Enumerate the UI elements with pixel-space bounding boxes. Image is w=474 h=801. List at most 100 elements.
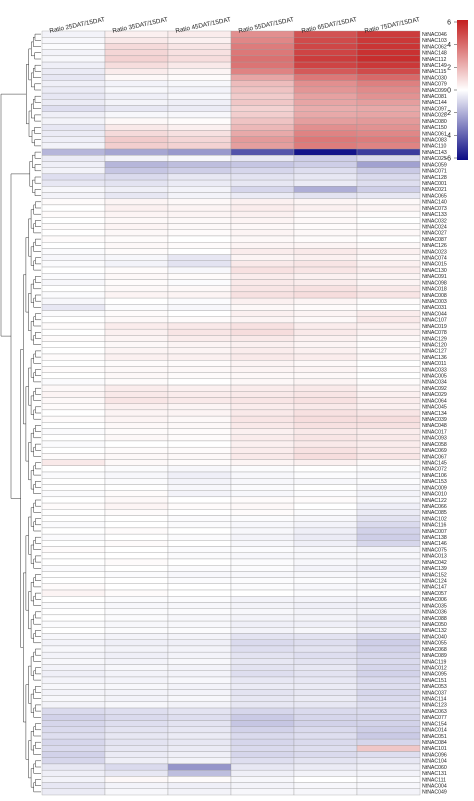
heatmap-cell (41, 782, 106, 789)
heatmap-cell (167, 465, 232, 473)
dendrogram-branch (35, 201, 41, 209)
heatmap-cell (356, 645, 421, 653)
color-scale-tick-label: 0 (447, 87, 451, 94)
heatmap-cell (104, 68, 169, 75)
dendrogram-branch (20, 349, 24, 648)
heatmap-cell (230, 763, 295, 771)
heatmap-cell (230, 720, 295, 727)
heatmap-cell (230, 552, 295, 560)
heatmap-cell (230, 391, 295, 398)
row-label: NtNAC005 (422, 374, 447, 380)
row-label: NtNAC008 (422, 293, 447, 299)
heatmap-cell (41, 645, 106, 653)
heatmap-cell (356, 434, 421, 442)
heatmap-cell (293, 322, 358, 330)
heatmap-cell (230, 683, 295, 690)
heatmap-cell (356, 465, 421, 473)
heatmap-cell (167, 440, 232, 448)
heatmap-cell (356, 49, 421, 57)
heatmap-cell (167, 378, 232, 386)
heatmap-cell (104, 235, 169, 243)
heatmap-cell (104, 142, 169, 150)
row-label: NtNAC064 (422, 398, 447, 404)
heatmap-cell (41, 86, 106, 94)
dendrogram-branch (30, 209, 34, 229)
heatmap-cell (293, 552, 358, 560)
dendrogram-branch (25, 237, 29, 313)
dendrogram-branch (28, 367, 32, 406)
heatmap-cell (356, 683, 421, 690)
heatmap-cell (356, 589, 421, 597)
heatmap-cell (356, 558, 421, 566)
heatmap-cell (41, 279, 106, 286)
heatmap-cell (167, 155, 232, 162)
dendrogram-branch (34, 52, 41, 60)
heatmap-cell (104, 502, 169, 510)
dendrogram-branch (30, 283, 34, 303)
dendrogram-branch (33, 260, 41, 271)
dendrogram-branch (35, 238, 41, 246)
row-label: NtNAC092 (422, 386, 447, 392)
heatmap-cell (167, 738, 232, 746)
dendrogram-branch (35, 276, 41, 283)
heatmap-cell (293, 620, 358, 628)
heatmap-cell (356, 490, 421, 498)
heatmap-cell (293, 248, 358, 255)
heatmap-cell (167, 533, 232, 541)
heatmap-cell (41, 74, 106, 81)
heatmap-cell (293, 478, 358, 485)
heatmap-cell (104, 726, 169, 734)
dendrogram-branch (33, 446, 41, 457)
row-label: NtNAC057 (422, 591, 447, 597)
heatmap-cell (104, 74, 169, 81)
dendrogram-branch (34, 189, 41, 196)
heatmap-cell (230, 316, 295, 324)
heatmap-cell (230, 297, 295, 305)
row-label: NtNAC144 (422, 100, 447, 106)
heatmap-cell (104, 757, 169, 765)
row-label: NtNAC011 (422, 361, 447, 367)
heatmap-cell (167, 751, 232, 758)
heatmap-cell (293, 627, 358, 634)
heatmap-cell (167, 745, 232, 752)
heatmap-cell (293, 589, 358, 597)
heatmap-cell (293, 614, 358, 622)
heatmap-cell (230, 322, 295, 330)
row-label: NtNAC025 (422, 156, 447, 162)
heatmap-cell (167, 347, 232, 355)
heatmap-cell (230, 527, 295, 535)
heatmap-cell (356, 695, 421, 703)
row-label: NtNAC096 (422, 752, 447, 758)
row-label: NtNAC040 (422, 634, 447, 640)
heatmap-cell (167, 304, 232, 311)
heatmap-cell (356, 639, 421, 647)
heatmap-cell (293, 291, 358, 299)
heatmap-cell (167, 757, 232, 765)
heatmap-cell (167, 540, 232, 547)
dendrogram-branch (28, 442, 32, 481)
heatmap-cell (167, 49, 232, 57)
heatmap-cell (41, 776, 106, 783)
row-label: NtNAC138 (422, 535, 447, 541)
heatmap-cell (104, 527, 169, 535)
heatmap-cell (104, 714, 169, 721)
heatmap-cell (230, 614, 295, 622)
row-label: NtNAC151 (422, 678, 447, 684)
dendrogram-branch (34, 176, 41, 184)
heatmap-cell (356, 707, 421, 715)
heatmap-cell (356, 384, 421, 392)
heatmap-cell (104, 210, 169, 218)
heatmap-cell (104, 186, 169, 193)
heatmap-cell (167, 43, 232, 50)
row-label: NtNAC130 (422, 268, 447, 274)
heatmap-cell (104, 639, 169, 647)
heatmap-cell (41, 409, 106, 417)
heatmap-cell (167, 273, 232, 280)
heatmap-cell (356, 571, 421, 578)
heatmap-cell (230, 366, 295, 373)
heatmap-cell (41, 229, 106, 237)
heatmap-cell (167, 527, 232, 535)
heatmap-cell (167, 571, 232, 578)
heatmap-cell (230, 608, 295, 616)
heatmap-cell (293, 422, 358, 429)
